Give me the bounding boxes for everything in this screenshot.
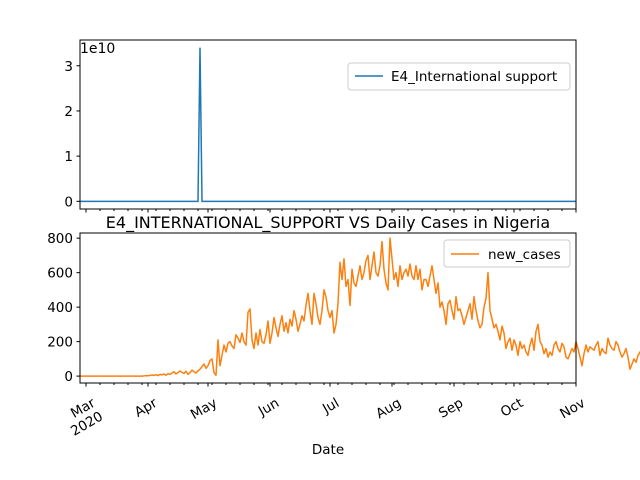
x-axis-label: Date: [312, 442, 344, 458]
bottom-y-axis-ticks: 0 200 400 600 800: [47, 231, 80, 385]
bottom-legend-label: new_cases: [488, 247, 561, 263]
series-line-international-support: [80, 47, 576, 203]
series-line-new-cases: [80, 237, 640, 377]
bottom-legend-box: [443, 239, 571, 268]
bottom-y-tick-label: 200: [47, 335, 73, 351]
bottom-plot-frame: [79, 232, 577, 384]
top-plot-frame: [79, 39, 577, 210]
bottom-y-tick-label: 800: [47, 231, 73, 247]
bottom-y-tick-label: 600: [47, 266, 73, 282]
y-offset-label: 1e10: [80, 41, 115, 57]
bottom-y-tick-label: 400: [47, 300, 73, 316]
top-y-tick-label: 0: [64, 194, 73, 210]
bottom-x-tick-label: Jul: [319, 395, 342, 418]
top-legend: E4_International support: [347, 62, 571, 91]
bottom-legend: new_cases: [443, 239, 571, 268]
top-y-tick-label: 2: [64, 104, 73, 120]
top-y-axis-ticks: 0 1 2 3: [64, 59, 80, 210]
top-y-tick-label: 1: [64, 149, 73, 165]
top-chart-panel: 1e10 0 1 2 3 E4_International support: [64, 39, 577, 213]
chart-title: E4_INTERNATIONAL_SUPPORT VS Daily Cases …: [106, 213, 550, 233]
top-y-tick-label: 3: [64, 59, 73, 75]
top-legend-label: E4_International support: [391, 69, 557, 85]
bottom-y-tick-label: 0: [64, 369, 73, 385]
top-legend-box: [347, 62, 571, 91]
